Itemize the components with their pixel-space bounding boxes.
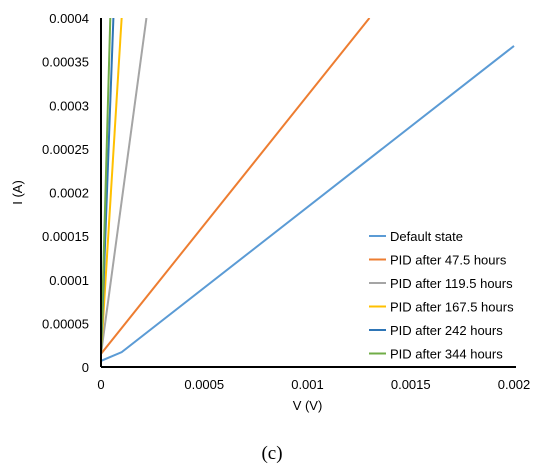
legend: Default state PID after 47.5 hours PID aft… bbox=[369, 229, 514, 362]
series-layer bbox=[101, 18, 515, 362]
series-line-2 bbox=[101, 18, 371, 355]
series-line-1 bbox=[101, 45, 515, 362]
x-axis-title: V (V) bbox=[293, 398, 323, 413]
y-tick-label: 0.0001 bbox=[49, 273, 89, 288]
y-tick-labels: 0 0.00005 0.0001 0.00015 0.0002 0.00025 0.0003… bbox=[42, 11, 89, 375]
legend-label-2: PID after 47.5 hours bbox=[390, 253, 507, 268]
series-line-3 bbox=[101, 18, 148, 355]
x-tick-label: 0.001 bbox=[291, 377, 324, 392]
series-line-6 bbox=[101, 18, 112, 354]
x-tick-label: 0.0015 bbox=[391, 377, 431, 392]
y-tick-label: 0.0002 bbox=[49, 186, 89, 201]
y-tick-label: 0.0004 bbox=[49, 11, 89, 26]
x-tick-label: 0 bbox=[97, 377, 104, 392]
legend-label-6: PID after 344 hours bbox=[390, 347, 503, 362]
legend-label-1: Default state bbox=[390, 229, 463, 244]
legend-label-4: PID after 167.5 hours bbox=[390, 300, 514, 315]
x-tick-labels: 0 0.0005 0.001 0.0015 0.002 bbox=[97, 377, 530, 392]
legend-label-3: PID after 119.5 hours bbox=[390, 276, 513, 291]
y-tick-label: 0.0003 bbox=[49, 98, 89, 113]
panel-label: (c) bbox=[261, 443, 282, 464]
y-tick-label: 0 bbox=[82, 360, 89, 375]
y-axis-title: I (A) bbox=[10, 180, 25, 205]
x-tick-label: 0.0005 bbox=[184, 377, 224, 392]
y-tick-label: 0.00015 bbox=[42, 229, 89, 244]
legend-label-5: PID after 242 hours bbox=[390, 323, 503, 338]
y-tick-label: 0.00025 bbox=[42, 142, 89, 157]
y-tick-label: 0.00035 bbox=[42, 55, 89, 70]
x-tick-label: 0.002 bbox=[498, 377, 531, 392]
series-line-4 bbox=[101, 18, 123, 354]
y-tick-label: 0.00005 bbox=[42, 316, 89, 331]
